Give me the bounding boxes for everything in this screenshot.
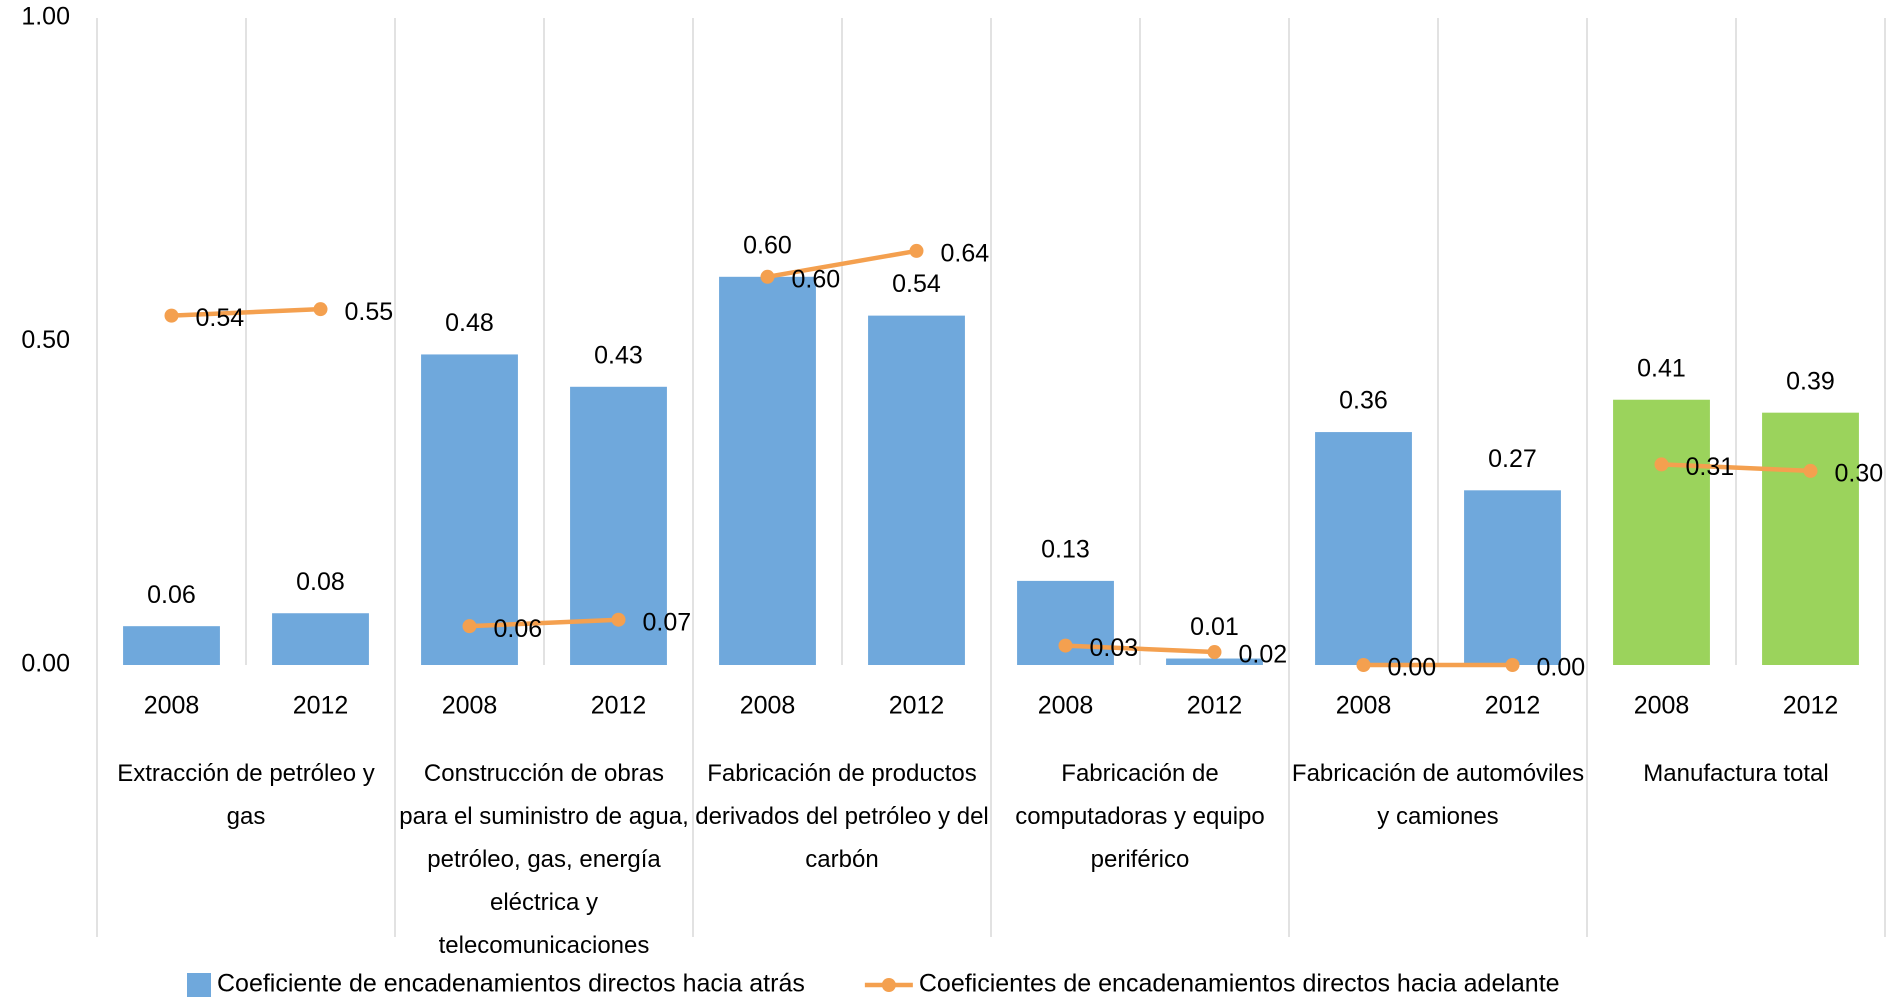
bar [1166, 658, 1263, 665]
bar [421, 354, 518, 665]
x-tick-label: 2008 [1634, 692, 1690, 720]
line-value-label: 0.31 [1686, 453, 1735, 481]
bar-value-label: 0.43 [594, 341, 643, 369]
bar-value-label: 0.54 [892, 270, 941, 298]
legend-swatch [187, 973, 211, 997]
line [767, 248, 917, 280]
line-value-label: 0.02 [1239, 641, 1288, 669]
x-tick-label: 2008 [1336, 692, 1392, 720]
line-marker [1356, 658, 1371, 672]
line-value-label: 0.60 [792, 265, 841, 293]
y-tick-label: 0.50 [21, 326, 70, 354]
line [469, 617, 619, 629]
line-marker [1505, 658, 1520, 672]
bar [272, 613, 369, 665]
y-tick-label: 1.00 [21, 3, 70, 31]
group-label: Fabricación de productos derivados del p… [695, 760, 989, 873]
legend-label: Coeficientes de encadenamientos directos… [919, 970, 1560, 998]
x-tick-label: 2008 [740, 692, 796, 720]
x-tick-label: 2012 [1485, 692, 1541, 720]
line-value-label: 0.55 [345, 298, 394, 326]
line-marker [1803, 463, 1818, 478]
line-value-label: 0.00 [1537, 654, 1586, 682]
x-tick-label: 2012 [889, 692, 945, 720]
x-tick-label: 2012 [1187, 692, 1243, 720]
x-tick-label: 2008 [442, 692, 498, 720]
line-value-label: 0.07 [643, 608, 692, 636]
bar [1464, 490, 1561, 665]
bar-value-label: 0.36 [1339, 387, 1388, 415]
bar-value-label: 0.08 [296, 568, 345, 596]
y-tick-label: 0.00 [21, 650, 70, 678]
line-value-label: 0.30 [1835, 460, 1884, 488]
group-label: Fabricación de automóviles y camiones [1291, 760, 1585, 830]
line-marker [313, 302, 328, 317]
bar [719, 276, 816, 665]
line [1065, 643, 1215, 655]
bar [1613, 399, 1710, 665]
line-marker [1207, 645, 1222, 660]
x-tick-label: 2012 [1783, 692, 1839, 720]
bar-value-label: 0.48 [445, 309, 494, 337]
line-value-label: 0.06 [494, 615, 543, 643]
line-marker [164, 308, 179, 323]
bar-value-label: 0.27 [1488, 445, 1537, 473]
line-marker [909, 243, 924, 258]
legend-marker [881, 978, 896, 992]
bar-value-label: 0.06 [147, 581, 196, 609]
group-label: Extracción de petróleo y gas [117, 760, 375, 830]
group-label: Fabricación de computadoras y equipo per… [1015, 760, 1265, 873]
bar-value-label: 0.13 [1041, 535, 1090, 563]
line-value-label: 0.64 [941, 240, 990, 268]
bar-value-label: 0.01 [1190, 613, 1239, 641]
bar-value-label: 0.41 [1637, 354, 1686, 382]
group-label: Manufactura total [1643, 760, 1829, 787]
legend-label: Coeficiente de encadenamientos directos … [217, 970, 805, 998]
line-marker [462, 619, 477, 634]
x-tick-label: 2008 [144, 692, 200, 720]
bar [1762, 412, 1859, 665]
x-tick-label: 2008 [1038, 692, 1094, 720]
line-marker [611, 612, 626, 627]
line-value-label: 0.03 [1090, 634, 1139, 662]
bar-value-label: 0.60 [743, 231, 792, 259]
line [171, 306, 321, 318]
line-marker [760, 269, 775, 284]
line-marker [1058, 638, 1073, 653]
line-marker [1654, 457, 1669, 472]
line [1661, 462, 1811, 474]
bar-value-label: 0.39 [1786, 367, 1835, 395]
line-value-label: 0.54 [196, 304, 245, 332]
bar [868, 315, 965, 665]
x-tick-label: 2012 [293, 692, 349, 720]
bar [123, 626, 220, 665]
line-value-label: 0.00 [1388, 654, 1437, 682]
x-tick-label: 2012 [591, 692, 647, 720]
group-label: Construcción de obras para el suministro… [399, 760, 689, 959]
bar [1315, 432, 1412, 665]
